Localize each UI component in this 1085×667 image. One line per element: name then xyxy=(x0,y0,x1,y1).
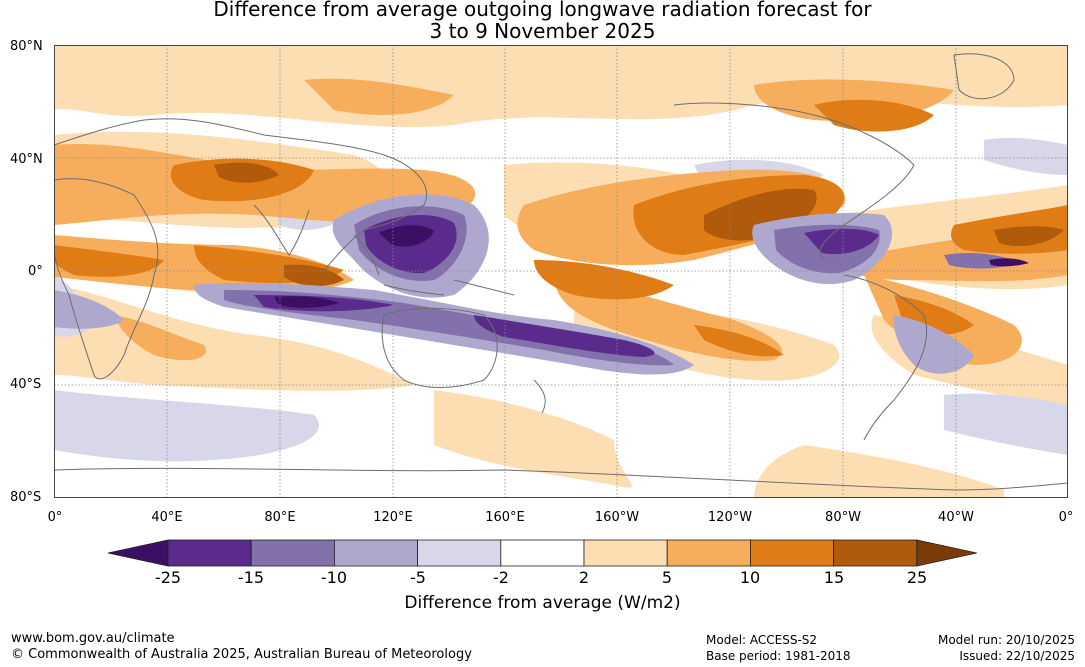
colorbar xyxy=(107,539,977,567)
colorbar-tick-minus5: -5 xyxy=(410,568,426,587)
lat-label-40s: 40°S xyxy=(10,377,42,392)
colorbar-tick-minus25: -25 xyxy=(154,568,182,587)
colorbar-cell-c6 xyxy=(583,539,668,567)
lon-label-0-right: 0° xyxy=(1058,510,1074,525)
lat-label-80n: 80°N xyxy=(10,39,43,54)
colorbar-tick-15: 15 xyxy=(823,568,845,587)
map-frame xyxy=(54,45,1068,498)
colorbar-extension-high xyxy=(916,539,977,567)
colorbar-cell-c2 xyxy=(250,539,335,567)
map-title-line-1: Difference from average outgoing longwav… xyxy=(213,0,872,21)
olr-anomaly-map xyxy=(54,45,1068,498)
colorbar-tick-10: 10 xyxy=(739,568,761,587)
lon-label-160e: 160°E xyxy=(485,510,525,525)
colorbar-tick-5: 5 xyxy=(661,568,673,587)
lon-label-120e: 120°E xyxy=(373,510,413,525)
colorbar-cell-c1 xyxy=(167,539,252,567)
lat-label-equator: 0° xyxy=(28,264,43,279)
lon-label-40w: 40°W xyxy=(938,510,974,525)
colorbar-tick-25: 25 xyxy=(906,568,928,587)
colorbar-title: Difference from average (W/m2) xyxy=(404,593,681,613)
lat-label-40n: 40°N xyxy=(10,152,43,167)
colorbar-cell-c5 xyxy=(500,539,585,567)
colorbar-tick-minus15: -15 xyxy=(237,568,265,587)
colorbar-cell-c7 xyxy=(666,539,751,567)
colorbar-tick-minus2: -2 xyxy=(493,568,509,587)
colorbar-cell-c9 xyxy=(833,539,918,567)
lon-label-80e: 80°E xyxy=(264,510,296,525)
graticule xyxy=(54,45,1068,498)
colorbar-cell-c8 xyxy=(750,539,835,567)
colorbar-cells xyxy=(107,539,977,567)
colorbar-cell-c3 xyxy=(333,539,418,567)
footer-url[interactable]: www.bom.gov.au/climate xyxy=(11,631,175,646)
colorbar-tick-minus10: -10 xyxy=(320,568,348,587)
lon-label-160w: 160°W xyxy=(594,510,640,525)
colorbar-cell-c4 xyxy=(417,539,502,567)
footer-model: Model: ACCESS-S2 xyxy=(706,633,818,647)
lon-label-80w: 80°W xyxy=(825,510,861,525)
lon-label-120w: 120°W xyxy=(707,510,753,525)
lon-label-40e: 40°E xyxy=(151,510,183,525)
coastlines xyxy=(54,53,1068,491)
colorbar-tick-2: 2 xyxy=(578,568,590,587)
footer-copyright: © Commonwealth of Australia 2025, Austra… xyxy=(11,647,472,662)
lat-label-80s: 80°S xyxy=(10,490,42,505)
footer-model-run: Model run: 20/10/2025 xyxy=(937,633,1075,647)
lon-label-0-left: 0° xyxy=(47,510,63,525)
footer-base-period: Base period: 1981-2018 xyxy=(706,649,851,663)
footer-issued: Issued: 22/10/2025 xyxy=(959,649,1075,663)
colorbar-extension-low xyxy=(107,539,169,567)
map-title-line-2: 3 to 9 November 2025 xyxy=(429,19,656,43)
